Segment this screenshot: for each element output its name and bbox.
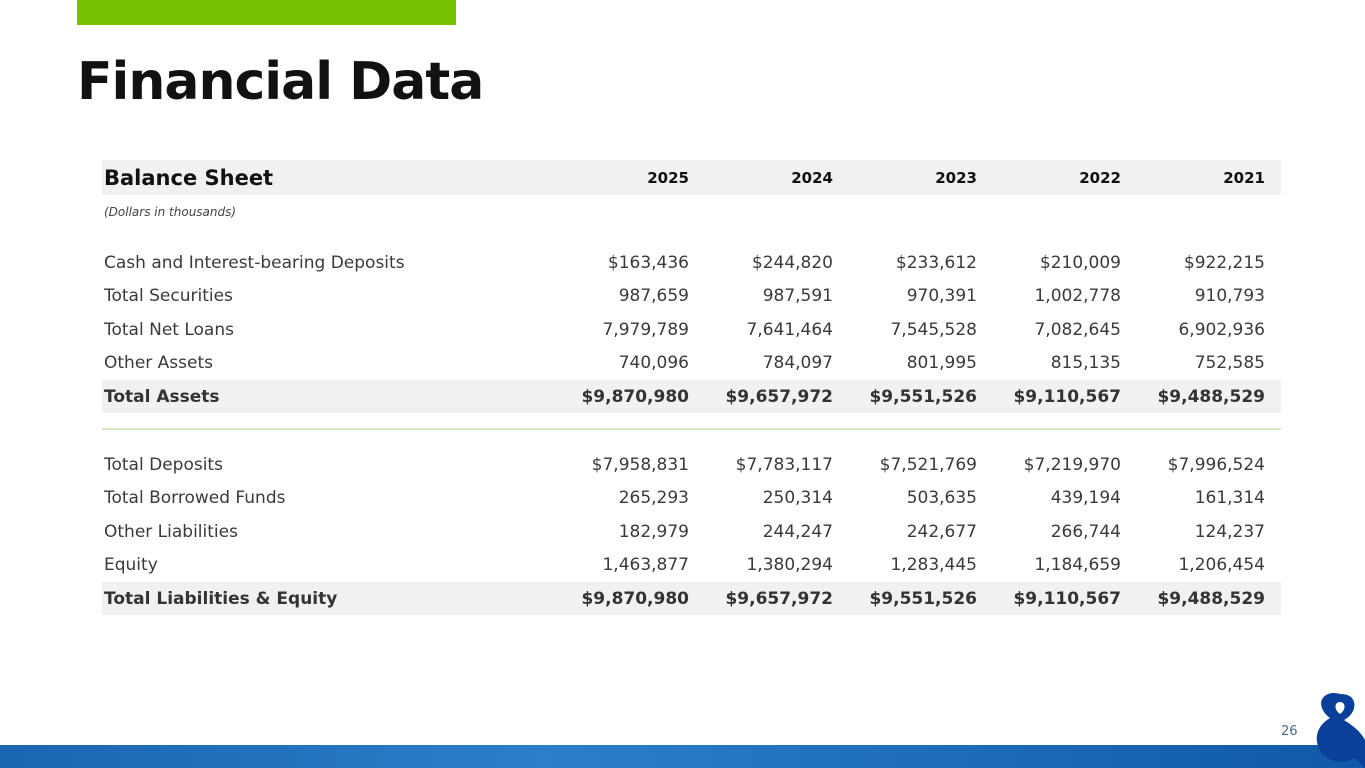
table-header: Balance Sheet 2025 2024 2023 2022 2021 [102, 160, 1281, 195]
year-header: 2025 [647, 168, 689, 187]
cell-value: 1,206,454 [1178, 555, 1265, 576]
units-note: (Dollars in thousands) [104, 205, 237, 219]
row-label: Other Assets [104, 353, 213, 374]
total-row: Total Liabilities & Equity $9,870,980 $9,6… [102, 582, 1281, 616]
cell-value: 7,641,464 [746, 319, 833, 340]
cell-value: $9,551,526 [869, 386, 977, 407]
cell-value: 987,659 [618, 286, 689, 307]
cell-value: $9,110,567 [1013, 386, 1121, 407]
cell-value: 6,902,936 [1178, 319, 1265, 340]
cell-value: $9,488,529 [1157, 588, 1265, 609]
cell-value: $9,657,972 [725, 386, 833, 407]
cell-value: 1,380,294 [746, 555, 833, 576]
cell-value: 7,545,528 [890, 319, 977, 340]
row-label: Total Deposits [104, 454, 223, 475]
year-header: 2023 [935, 168, 977, 187]
row-label: Total Borrowed Funds [104, 488, 286, 509]
row-label: Total Securities [104, 286, 233, 307]
cell-value: $7,783,117 [735, 454, 833, 475]
cell-value: $922,215 [1183, 252, 1265, 273]
cell-value: 124,237 [1194, 521, 1265, 542]
cell-value: 7,979,789 [602, 319, 689, 340]
year-header: 2021 [1223, 168, 1265, 187]
ampersand-logo-icon [1316, 692, 1365, 768]
cell-value: 250,314 [762, 488, 833, 509]
cell-value: 7,082,645 [1034, 319, 1121, 340]
row-label: Other Liabilities [104, 521, 238, 542]
row-label: Cash and Interest-bearing Deposits [104, 252, 405, 273]
cell-value: 910,793 [1194, 286, 1265, 307]
cell-value: $7,521,769 [879, 454, 977, 475]
cell-value: $9,110,567 [1013, 588, 1121, 609]
cell-value: 242,677 [906, 521, 977, 542]
table-row: Total Net Loans 7,979,789 7,641,464 7,545,5… [102, 313, 1281, 346]
cell-value: 439,194 [1050, 488, 1121, 509]
cell-value: 266,744 [1050, 521, 1121, 542]
cell-value: 182,979 [618, 521, 689, 542]
page-number: 26 [1281, 724, 1298, 739]
cell-value: $9,657,972 [725, 588, 833, 609]
cell-value: $7,958,831 [591, 454, 689, 475]
row-label: Total Assets [104, 386, 220, 407]
row-label: Total Net Loans [104, 319, 234, 340]
cell-value: $7,996,524 [1167, 454, 1265, 475]
cell-value: $163,436 [607, 252, 689, 273]
cell-value: 801,995 [906, 353, 977, 374]
table-row: Total Borrowed Funds 265,293 250,314 503,63… [102, 482, 1281, 515]
cell-value: 1,283,445 [890, 555, 977, 576]
section-divider [102, 428, 1281, 430]
page-title: Financial Data [77, 52, 484, 112]
row-label: Total Liabilities & Equity [104, 588, 338, 609]
cell-value: 1,463,877 [602, 555, 689, 576]
table-row: Equity 1,463,877 1,380,294 1,283,445 1,184,6… [102, 549, 1281, 582]
footer-bar [0, 745, 1365, 768]
table-row: Other Liabilities 182,979 244,247 242,677 26… [102, 515, 1281, 548]
cell-value: 161,314 [1194, 488, 1265, 509]
table-row: Total Securities 987,659 987,591 970,391 1,0… [102, 280, 1281, 313]
cell-value: 970,391 [906, 286, 977, 307]
year-header: 2022 [1079, 168, 1121, 187]
total-row: Total Assets $9,870,980 $9,657,972 $9,551,5… [102, 380, 1281, 414]
cell-value: 503,635 [906, 488, 977, 509]
table-row: Total Deposits $7,958,831 $7,783,117 $7,521… [102, 448, 1281, 481]
cell-value: 784,097 [762, 353, 833, 374]
cell-value: 244,247 [762, 521, 833, 542]
cell-value: 1,184,659 [1034, 555, 1121, 576]
cell-value: $9,870,980 [581, 386, 689, 407]
cell-value: $233,612 [895, 252, 977, 273]
cell-value: $9,488,529 [1157, 386, 1265, 407]
table-row: Other Assets 740,096 784,097 801,995 815,135… [102, 347, 1281, 380]
cell-value: $9,870,980 [581, 588, 689, 609]
cell-value: 815,135 [1050, 353, 1121, 374]
table-row: Cash and Interest-bearing Deposits $163,4… [102, 246, 1281, 279]
cell-value: $244,820 [751, 252, 833, 273]
table-heading: Balance Sheet [104, 165, 274, 190]
cell-value: 740,096 [618, 353, 689, 374]
cell-value: $7,219,970 [1023, 454, 1121, 475]
cell-value: $210,009 [1039, 252, 1121, 273]
cell-value: 1,002,778 [1034, 286, 1121, 307]
row-label: Equity [104, 555, 158, 576]
cell-value: 265,293 [618, 488, 689, 509]
cell-value: $9,551,526 [869, 588, 977, 609]
cell-value: 752,585 [1194, 353, 1265, 374]
year-header: 2024 [791, 168, 833, 187]
accent-bar [77, 0, 456, 25]
cell-value: 987,591 [762, 286, 833, 307]
